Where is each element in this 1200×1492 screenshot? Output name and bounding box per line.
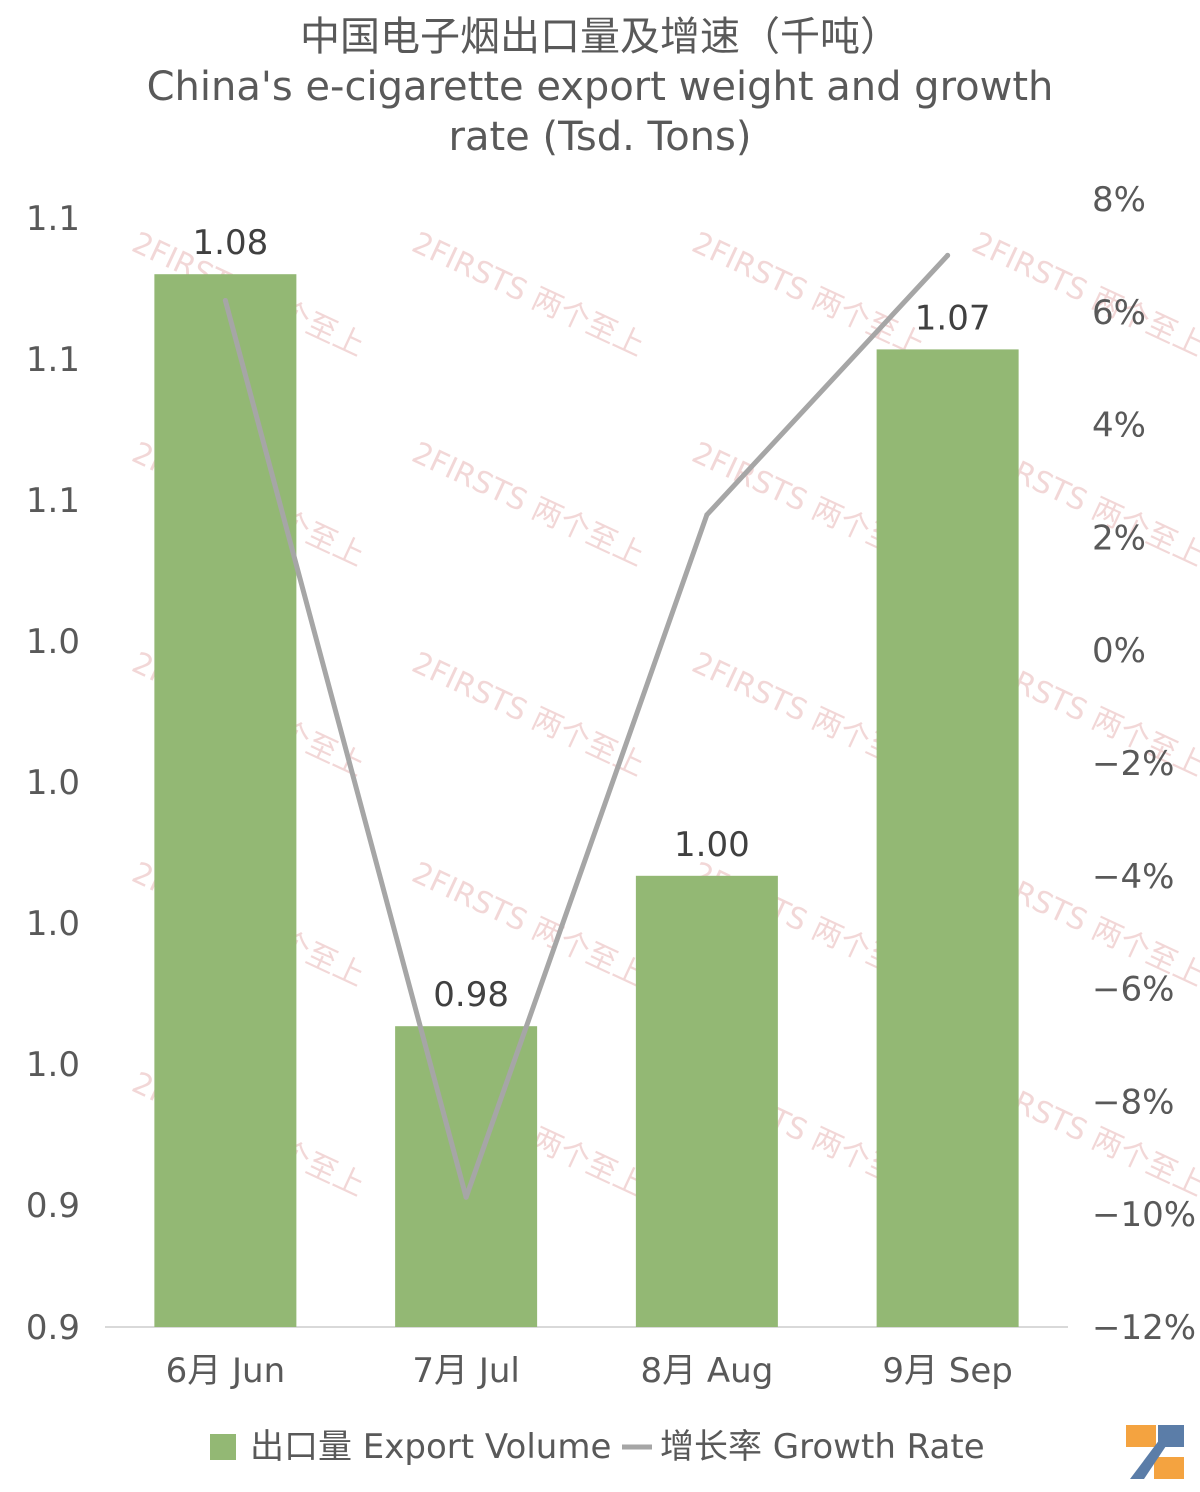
watermark-1-1: 2FIRSTS 两个至上 [407, 436, 650, 574]
2firsts-logo-icon [1126, 1425, 1184, 1479]
x-tick-label-3: 9月 Sep [882, 1351, 1013, 1391]
right-tick-label-0: −12% [1092, 1308, 1196, 1348]
growth-rate-line [222, 252, 951, 1200]
left-tick-label-0: 0.9 [26, 1308, 80, 1348]
right-tick-label-4: −4% [1092, 857, 1174, 897]
watermark-3-1: 2FIRSTS 两个至上 [407, 856, 650, 994]
legend-label-growth-rate: 增长率 Growth Rate [660, 1427, 985, 1467]
right-tick-label-5: −2% [1092, 744, 1174, 784]
right-tick-label-6: 0% [1092, 631, 1146, 671]
watermark-0-2: 2FIRSTS 两个至上 [687, 226, 930, 364]
bar-0 [154, 274, 297, 1328]
right-axis: −12% −10% −8% −6% −4% −2% 0% 2% 4% 6% 8% [1092, 180, 1196, 1348]
legend-swatch-export-volume [210, 1434, 236, 1460]
bar-1 [395, 1026, 538, 1327]
x-tick-label-0: 6月 Jun [166, 1351, 286, 1391]
bar-label-3: 1.07 [915, 298, 991, 338]
bar-2 [635, 875, 778, 1327]
bar-label-0: 1.08 [193, 223, 269, 263]
right-tick-label-8: 4% [1092, 406, 1146, 446]
chart-title-line-1: 中国电子烟出口量及增速（千吨） [300, 14, 900, 60]
bar-series [154, 274, 1019, 1328]
chart-title-line-2: China's e-cigarette export weight and gr… [147, 64, 1054, 110]
line-series [222, 252, 951, 1200]
growth-rate-point-3 [945, 252, 951, 258]
left-tick-label-1: 0.9 [26, 1186, 80, 1226]
growth-rate-point-1 [463, 1194, 469, 1200]
left-tick-label-2: 1.0 [26, 1045, 80, 1085]
bar-label-2: 1.00 [674, 825, 750, 865]
legend: 出口量 Export Volume 增长率 Growth Rate [210, 1427, 985, 1467]
legend-label-export-volume: 出口量 Export Volume [250, 1427, 611, 1467]
x-tick-label-2: 8月 Aug [640, 1351, 773, 1391]
right-tick-label-2: −8% [1092, 1082, 1174, 1122]
growth-rate-point-0 [222, 298, 228, 304]
left-tick-label-8: 1.1 [26, 199, 80, 239]
right-tick-label-1: −10% [1092, 1195, 1196, 1235]
right-tick-label-9: 6% [1092, 293, 1146, 333]
left-axis: 0.9 0.9 1.0 1.0 1.0 1.0 1.1 1.1 1.1 [26, 199, 80, 1348]
x-axis: 6月 Jun 7月 Jul 8月 Aug 9月 Sep [166, 1351, 1013, 1391]
watermark-0-1: 2FIRSTS 两个至上 [407, 226, 650, 364]
watermark-0-3: 2FIRSTS 两个至上 [967, 226, 1200, 364]
left-tick-label-5: 1.0 [26, 622, 80, 662]
chart-title: 中国电子烟出口量及增速（千吨） China's e-cigarette expo… [147, 14, 1054, 160]
left-tick-label-7: 1.1 [26, 340, 80, 380]
data-labels: 1.08 0.98 1.00 1.07 [193, 223, 991, 1015]
right-tick-label-7: 2% [1092, 518, 1146, 558]
watermark-2-1: 2FIRSTS 两个至上 [407, 646, 650, 784]
left-tick-label-4: 1.0 [26, 763, 80, 803]
bar-label-1: 0.98 [433, 975, 509, 1015]
x-tick-label-1: 7月 Jul [412, 1351, 519, 1391]
chart-title-line-3: rate (Tsd. Tons) [449, 114, 752, 160]
bar-3 [876, 349, 1019, 1327]
right-tick-label-10: 8% [1092, 180, 1146, 220]
left-tick-label-3: 1.0 [26, 904, 80, 944]
growth-rate-point-2 [704, 512, 710, 518]
right-tick-label-3: −6% [1092, 970, 1174, 1010]
left-tick-label-6: 1.1 [26, 481, 80, 521]
